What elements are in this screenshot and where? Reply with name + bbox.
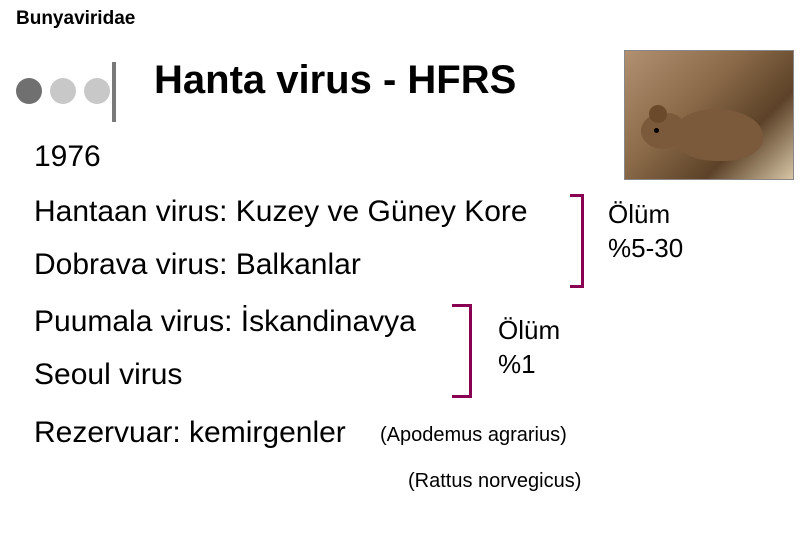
bullet-dot (84, 78, 110, 104)
puumala-line: Puumala virus: İskandinavya (34, 305, 416, 339)
rattus-paren: (Rattus norvegicus) (408, 470, 581, 493)
rodent-ear-shape (649, 105, 667, 123)
mortality-high: Ölüm %5-30 (608, 198, 683, 266)
family-label: Bunyaviridae (16, 8, 135, 30)
mortality-label: Ölüm (608, 198, 683, 232)
year-label: 1976 (34, 140, 101, 174)
page-title: Hanta virus - HFRS (154, 58, 516, 103)
mortality-label: Ölüm (498, 314, 560, 348)
mortality-bracket-high (570, 194, 584, 288)
dobrava-line: Dobrava virus: Balkanlar (34, 248, 361, 282)
title-divider (112, 62, 116, 122)
bullet-dot (50, 78, 76, 104)
mortality-value: %1 (498, 348, 560, 382)
apodemus-paren: (Apodemus agrarius) (380, 424, 567, 447)
rodent-image (624, 50, 794, 180)
seoul-line: Seoul virus (34, 358, 182, 392)
mortality-low: Ölüm %1 (498, 314, 560, 382)
rodent-eye-shape (654, 128, 659, 133)
rodent-body-shape (673, 109, 763, 161)
reservoir-line: Rezervuar: kemirgenler (34, 416, 346, 450)
mortality-bracket-low (452, 304, 472, 398)
bullet-dot (16, 78, 42, 104)
mortality-value: %5-30 (608, 232, 683, 266)
hantaan-line: Hantaan virus: Kuzey ve Güney Kore (34, 195, 528, 229)
title-bullets (16, 78, 110, 104)
